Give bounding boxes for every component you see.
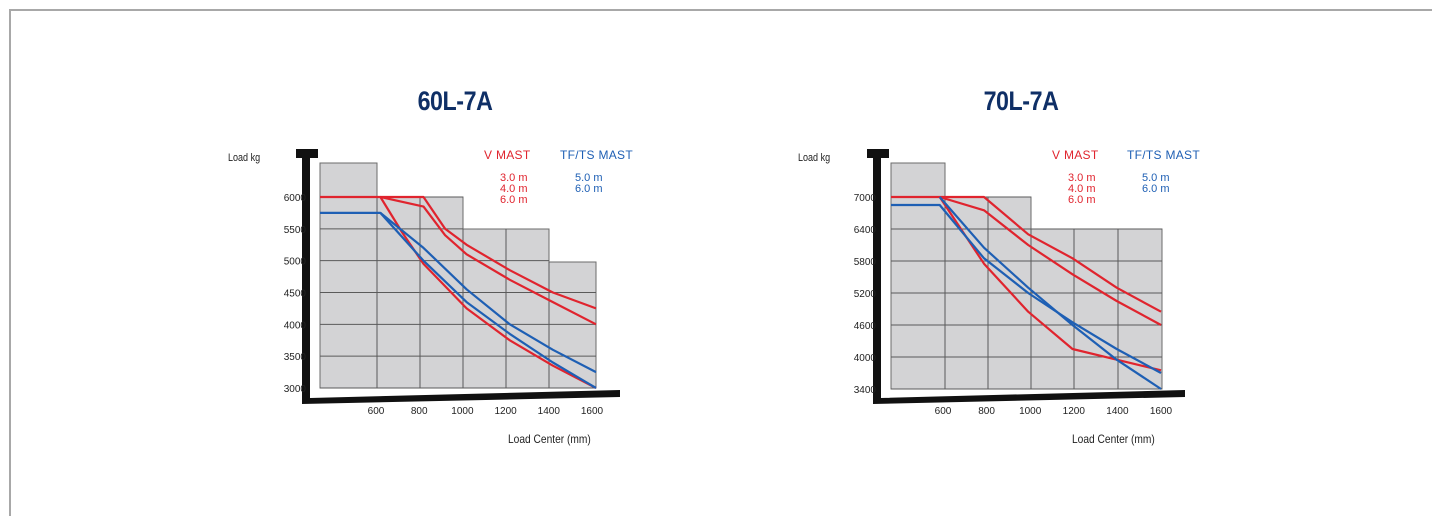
legend-v-item: 3.0 m <box>1068 172 1096 184</box>
chart-title: 70L-7A <box>983 86 1059 116</box>
series-line-v-mast <box>939 195 1162 326</box>
x-tick-label: 1600 <box>581 406 604 417</box>
chart-60l-7a: 3000 3500 4000 4500 5000 5500 6000 600 800 1000 12… <box>228 86 633 446</box>
legend-v-item: 6.0 m <box>500 194 528 206</box>
chart-canvas: 3400 4000 4600 5200 5800 6400 7000 600 800 1000 12… <box>854 149 1185 417</box>
legend-v-item: 3.0 m <box>500 172 528 184</box>
series-line-tf-mast <box>379 212 597 389</box>
legend-tf-item: 6.0 m <box>575 183 603 195</box>
y-tick-label: 3000 <box>284 384 307 395</box>
y-tick-label: 6000 <box>284 193 307 204</box>
grid-block <box>890 162 946 390</box>
x-tick-label: 1000 <box>1019 406 1042 417</box>
x-tick-label: 1200 <box>494 406 517 417</box>
x-axis-label: Load Center (mm) <box>1072 432 1155 446</box>
legend-tf-item: 6.0 m <box>1142 183 1170 195</box>
y-tick-label: 6400 <box>854 225 877 236</box>
y-tick-label: 4000 <box>284 320 307 331</box>
x-tick-label: 600 <box>368 406 385 417</box>
y-tick-label: 4600 <box>854 321 877 332</box>
x-tick-label: 800 <box>411 406 428 417</box>
series-line-v-mast <box>320 195 597 310</box>
legend-tf-item: 5.0 m <box>575 172 603 184</box>
series-line-tf-mast <box>938 196 1162 390</box>
series-line-tf-mast <box>891 203 1162 374</box>
y-tick-label: 4000 <box>854 353 877 364</box>
page-frame <box>9 9 1432 516</box>
legend-v-item: 6.0 m <box>1068 194 1096 206</box>
chart-title: 60L-7A <box>417 86 493 116</box>
x-tick-label: 800 <box>978 406 995 417</box>
capacity-grid <box>319 162 597 389</box>
legend-v-mast-header: V MAST <box>1052 148 1099 162</box>
y-tick-label: 4500 <box>284 289 307 300</box>
x-tick-label: 1000 <box>451 406 474 417</box>
chart-70l-7a: 3400 4000 4600 5200 5800 6400 7000 600 800 1000 12… <box>716 0 1432 516</box>
series-line-v-mast <box>380 195 597 326</box>
y-tick-label: 5200 <box>854 289 877 300</box>
y-axis-label: Load kg <box>228 152 261 164</box>
x-tick-label: 1400 <box>538 406 561 417</box>
series-line-v-mast <box>379 196 597 389</box>
chart-canvas: 3000 3500 4000 4500 5000 5500 6000 600 800 1000 12… <box>284 149 620 417</box>
y-tick-label: 5800 <box>854 257 877 268</box>
legend-tf-mast-header: TF/TS MAST <box>1127 148 1200 162</box>
grid-block <box>319 162 378 389</box>
y-tick-label: 3400 <box>854 385 877 396</box>
x-tick-label: 600 <box>935 406 952 417</box>
y-axis-label: Load kg <box>798 152 831 164</box>
y-tick-label: 5000 <box>284 257 307 268</box>
x-axis-label: Load Center (mm) <box>508 432 591 446</box>
y-tick-label: 3500 <box>284 352 307 363</box>
legend-tf-mast-header: TF/TS MAST <box>560 148 633 162</box>
legend-v-mast-header: V MAST <box>484 148 531 162</box>
x-tick-label: 1400 <box>1106 406 1129 417</box>
series-line-v-mast <box>938 196 1162 372</box>
y-tick-label: 5500 <box>284 225 307 236</box>
legend-v-item: 4.0 m <box>500 183 528 195</box>
legend-tf-item: 5.0 m <box>1142 172 1170 184</box>
x-tick-label: 1200 <box>1063 406 1086 417</box>
y-tick-label: 7000 <box>854 193 877 204</box>
legend-v-item: 4.0 m <box>1068 183 1096 195</box>
x-tick-label: 1600 <box>1150 406 1173 417</box>
